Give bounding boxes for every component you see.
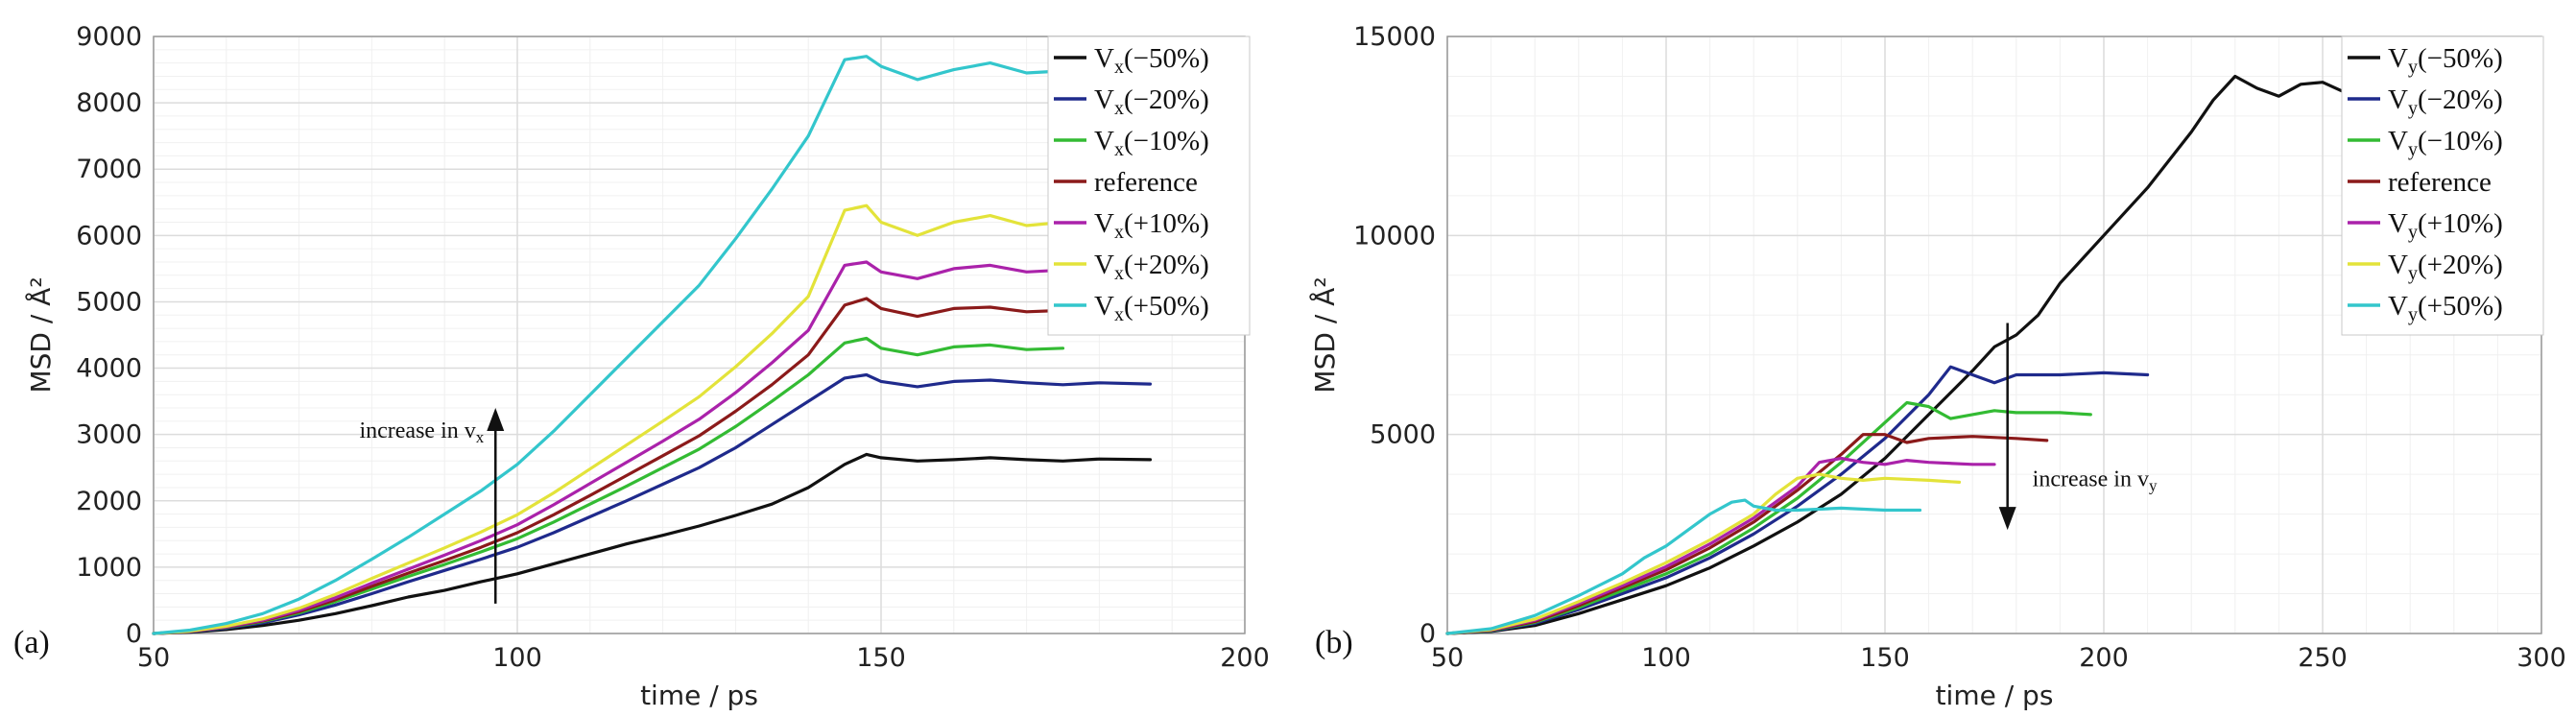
x-tick-label: 100 [492, 643, 542, 673]
y-tick-label: 0 [1419, 619, 1436, 649]
legend-label: Vx(−50%) [1094, 43, 1209, 78]
series-line-3 [1445, 433, 2049, 635]
y-tick-label: 5000 [76, 287, 142, 317]
legend-label: Vx(−10%) [1094, 126, 1209, 160]
legend-label: Vy(−50%) [2388, 43, 2503, 78]
x-axis-label: time / ps [640, 680, 758, 711]
x-tick-label: 50 [137, 643, 170, 673]
annotation-label: increase in vx [359, 418, 484, 446]
series-line-6 [152, 55, 1065, 635]
y-tick-label: 5000 [1370, 420, 1436, 450]
series-line-0 [152, 452, 1153, 635]
annotation-arrowhead [487, 408, 505, 432]
annotation-arrowhead [1998, 507, 2016, 531]
y-tick-label: 7000 [76, 155, 142, 184]
legend-box [1047, 36, 1251, 336]
legend-label: Vy(+50%) [2388, 291, 2503, 325]
panel-label: (b) [1315, 625, 1353, 660]
legend-box [2341, 36, 2544, 336]
y-tick-label: 6000 [76, 221, 142, 251]
x-tick-label: 100 [1641, 643, 1691, 673]
x-tick-label: 300 [2516, 643, 2566, 673]
series-line-6 [1445, 498, 1922, 635]
legend: Vx(−50%) Vx(−20%) Vx(−10%) reference Vx(+10%… [1047, 36, 1251, 336]
series-line-5 [152, 203, 1065, 635]
series-line-4 [152, 260, 1065, 635]
annotation-label: increase in vy [2033, 467, 2158, 495]
y-tick-label: 1000 [76, 553, 142, 583]
legend-label: Vy(+10%) [2388, 208, 2503, 243]
y-tick-label: 15000 [1353, 22, 1436, 52]
legend-label: Vy(−20%) [2388, 84, 2503, 119]
series-line-5 [1445, 472, 1962, 635]
series-line-2 [1445, 400, 2092, 635]
x-tick-label: 250 [2298, 643, 2348, 673]
series-line-0 [1445, 74, 2369, 635]
x-tick-label: 150 [1860, 643, 1910, 673]
y-tick-label: 9000 [76, 22, 142, 52]
legend: Vy(−50%) Vy(−20%) Vy(−10%) reference Vy(+10%… [2341, 36, 2544, 336]
y-axis-label: MSD / Å² [1308, 276, 1341, 393]
y-tick-label: 8000 [76, 88, 142, 118]
legend-label: Vx(+50%) [1094, 291, 1209, 325]
x-axis-label: time / ps [1936, 680, 2054, 711]
legend-label: Vx(+10%) [1094, 208, 1209, 243]
series-line-3 [152, 297, 1065, 635]
chart-panel-b: 50 100 150 200 250 300 0 5000 10000 15000 time / p… [1308, 22, 2566, 711]
series-line-1 [1445, 365, 2150, 635]
x-tick-label: 150 [856, 643, 906, 673]
legend-label: Vx(−20%) [1094, 84, 1209, 119]
x-tick-label: 200 [1220, 643, 1270, 673]
y-axis-label: MSD / Å² [24, 276, 57, 393]
chart-panel-a: 50 100 150 20001000200030004000500060007000… [13, 22, 1270, 711]
series-line-4 [1445, 456, 1996, 635]
y-tick-label: 2000 [76, 487, 142, 516]
y-tick-label: 4000 [76, 354, 142, 384]
panel-label: (a) [13, 625, 50, 660]
y-tick-label: 10000 [1353, 221, 1436, 251]
series-line-1 [152, 372, 1153, 635]
x-tick-label: 50 [1431, 643, 1464, 673]
legend-label: Vy(−10%) [2388, 126, 2503, 160]
legend-label: reference [1094, 167, 1198, 198]
y-tick-label: 0 [126, 619, 142, 649]
legend-label: reference [2388, 167, 2492, 198]
legend-label: Vx(+20%) [1094, 250, 1209, 284]
legend-label: Vy(+20%) [2388, 250, 2503, 284]
y-tick-label: 3000 [76, 420, 142, 450]
x-tick-label: 200 [2079, 643, 2129, 673]
